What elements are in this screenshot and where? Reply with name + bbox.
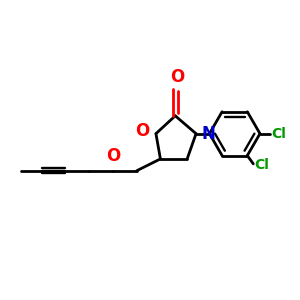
Text: N: N (201, 125, 215, 143)
Text: Cl: Cl (254, 158, 269, 172)
Text: Cl: Cl (272, 127, 286, 141)
Text: O: O (170, 68, 185, 85)
Text: O: O (135, 122, 149, 140)
Text: O: O (106, 147, 120, 165)
